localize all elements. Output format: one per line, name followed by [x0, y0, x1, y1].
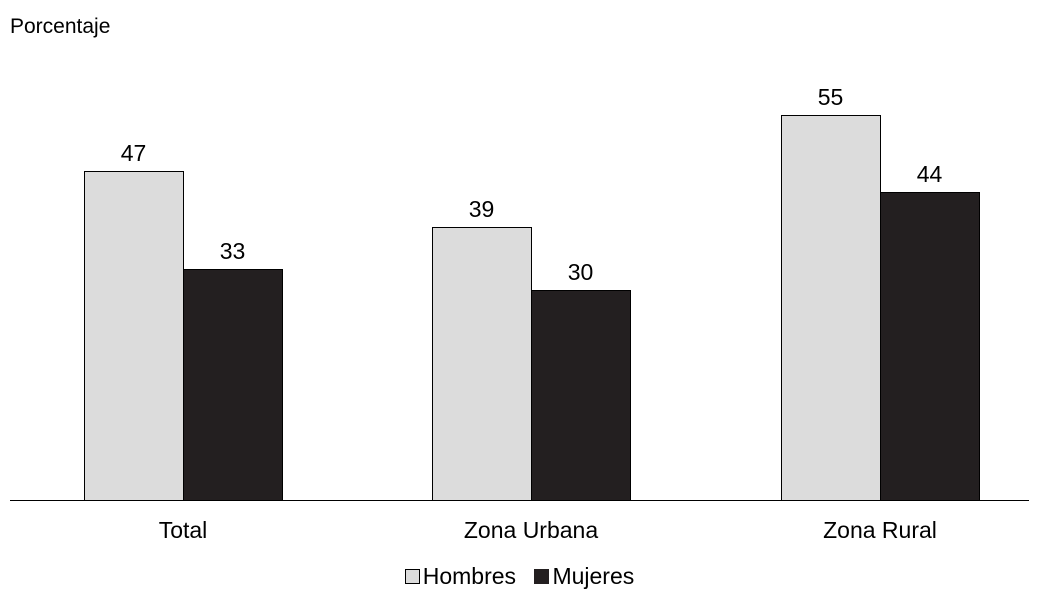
data-label-1-1: 47 [121, 140, 147, 166]
legend-label-series-1: Hombres [422, 563, 517, 589]
category-label-3: Zona Rural [823, 517, 937, 543]
legend-swatch-series-2 [534, 569, 550, 584]
legend-label-series-2: Mujeres [552, 563, 635, 589]
data-label-1-3: 55 [818, 84, 844, 110]
category-label-1: Total [159, 517, 208, 543]
bar-2-2 [531, 290, 631, 501]
data-label-2-2: 30 [568, 259, 594, 285]
legend-item-series-2: Mujeres [534, 563, 634, 590]
data-label-2-3: 44 [917, 161, 943, 187]
legend-item-series-1: Hombres [404, 563, 517, 590]
bar-1-1 [84, 171, 184, 501]
bar-2-1 [183, 269, 283, 501]
bar-1-2 [432, 227, 532, 501]
data-label-1-2: 39 [469, 196, 495, 222]
bar-1-3 [781, 115, 881, 501]
bar-2-3 [880, 192, 980, 501]
legend-swatch-series-1 [404, 569, 420, 584]
category-label-2: Zona Urbana [464, 517, 598, 543]
legend: Hombres Mujeres [0, 563, 1039, 590]
data-label-2-1: 33 [220, 238, 246, 264]
y-axis-label: Porcentaje [10, 15, 111, 38]
